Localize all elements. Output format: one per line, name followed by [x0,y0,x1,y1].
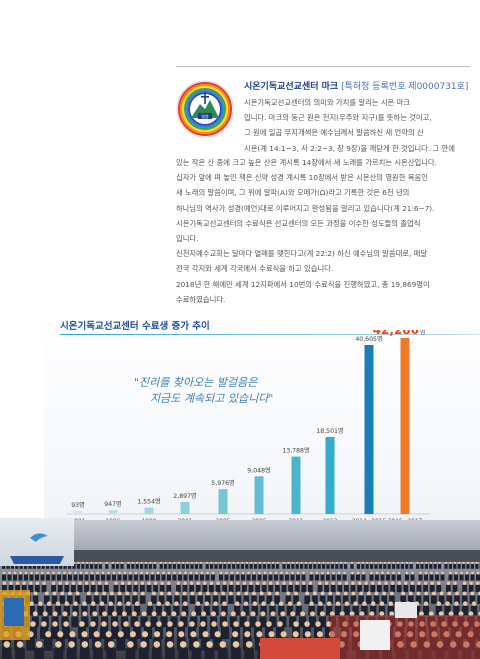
graduation-photo [0,520,480,659]
bar-value-label: 13,788명 [282,447,309,455]
highlight-unit-label: 명 [420,330,426,336]
bar-value-label: 2,897명 [173,492,196,500]
zion-emblem-icon: 말씀 [176,80,234,138]
desc-line: 신천지예수교회는 달마다 열매를 맺힌다고(계 22:2) 하신 예수님의 말씀… [176,249,428,259]
bird-graphic [10,533,64,564]
bar-value-label: 5,976명 [211,479,234,487]
chart-title: 시온기독교선교센터 수료생 증가 추이 [60,321,210,332]
photo-inset [0,518,74,566]
desc-line: 하나님의 역사가 성경(예언)대로 이루어지고 완성됨을 알리고 있습니다(계 … [176,203,435,213]
bar-value-label: 93명 [71,501,85,509]
emblem-text: 말씀 [201,113,209,119]
header-rule [176,66,470,67]
bar-2001 [180,501,190,514]
desc-line: 입니다. [176,234,199,244]
desc-line: 입니다. 마크의 둥근 원은 천지(우주와 지구)를 뜻하는 것이고, [244,113,432,123]
crowd-illustration [0,520,480,659]
description-indented: 시온기독교선교센터의 의미와 가치를 알리는 시온 마크 입니다. 마크의 둥근… [244,95,470,156]
bar-2012 [325,436,335,514]
bar-1996 [108,510,118,514]
highlight-value-label: 42,286 [373,330,419,337]
section-title: 시온기독교선교센터 마크 [특허청 등록번호 제0000731호] [244,79,468,92]
patent-number: [특허청 등록번호 제0000731호] [341,82,469,92]
quote-line-1: "진리를 찾아오는 발걸음은 [134,376,258,389]
bar-2011 [291,456,301,514]
bar-2016~2017 [400,338,410,514]
bar-2014~2015 [364,344,374,514]
bar-1991 [73,511,83,514]
bar-value-label: 1,554명 [137,498,160,506]
bar-1999 [144,507,154,514]
bar-2005 [218,489,228,514]
desc-line: 시온기독교선교센터의 수료식은 선교센터의 모든 과정을 이수한 성도들의 졸업… [176,218,421,228]
desc-line: 그 원에 일곱 무지개색은 예수님께서 말씀하신 새 언약의 산 [244,128,424,138]
quote-line-2: 지금도 계속되고 있습니다" [150,392,274,405]
desc-line: 전국 각지와 세계 각국에서 수료식을 하고 있습니다. [176,264,334,274]
desc-line: 2018년 한 해에만 세계 12지파에서 10번의 수료식을 진행하였고, 총… [176,279,430,289]
desc-line: 시온(계 14:1~3, 사 2:2~3, 창 9장)을 깨닫게 한 것입니다.… [244,143,455,153]
bar-value-label: 947명 [104,500,122,508]
mark-title: 시온기독교선교센터 마크 [244,82,339,92]
bar-value-label: 9,048명 [247,466,270,474]
bar-value-label: 18,501명 [316,427,343,435]
desc-line: 새 노래의 말씀이며, 그 위에 알파(A)와 오메가(Ω)라고 기록한 것은 … [176,188,410,198]
description-full: 있는 작은 산 중에 크고 높은 산은 계시록 14장에서 새 노래를 가르치는… [176,155,470,307]
desc-line: 시온기독교선교센터의 의미와 가치를 알리는 시온 마크 [244,98,410,107]
desc-line: 십자가 앞에 펴 놓인 책은 신약 성경 계시록 10장에서 받은 시온산의 영… [176,173,428,183]
desc-line: 수료하였습니다. [176,294,226,304]
bar-value-label: 40,605명 [355,335,382,343]
desc-line: 있는 작은 산 중에 크고 높은 산은 계시록 14장에서 새 노래를 가르치는… [176,158,437,167]
chart-title-rule [60,334,480,335]
bar-2006 [254,476,264,514]
bar-chart: 93명19911기947명199629기1,554명199943기2,897명2… [66,330,430,533]
